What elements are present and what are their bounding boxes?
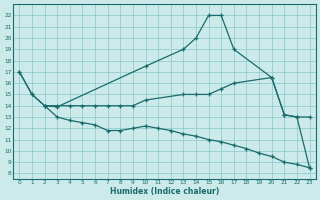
X-axis label: Humidex (Indice chaleur): Humidex (Indice chaleur) — [110, 187, 219, 196]
